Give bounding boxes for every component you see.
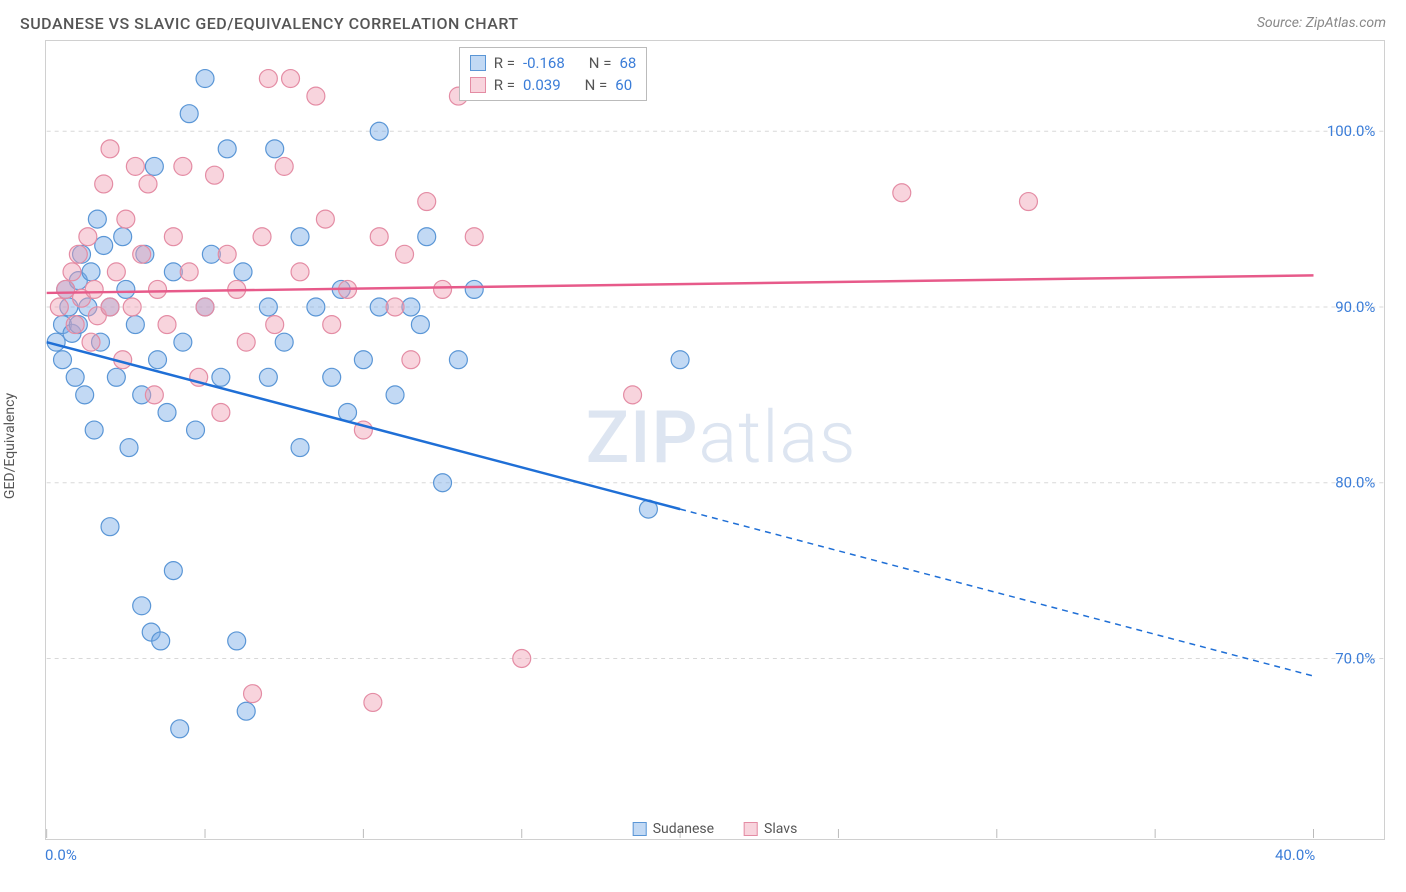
svg-text:70.0%: 70.0% xyxy=(1335,649,1375,667)
title-row: SUDANESE VS SLAVIC GED/EQUIVALENCY CORRE… xyxy=(20,8,1386,38)
source-label: Source: ZipAtlas.com xyxy=(1257,15,1386,31)
stat-r-label: R = xyxy=(494,76,515,94)
stat-n-label: N = xyxy=(585,76,608,94)
chart-container: SUDANESE VS SLAVIC GED/EQUIVALENCY CORRE… xyxy=(0,0,1406,892)
stat-n-label: N = xyxy=(589,54,612,72)
x-tick-label: 40.0% xyxy=(1275,846,1315,864)
stats-row: R = 0.039 N = 60 xyxy=(470,74,637,96)
stat-r-label: R = xyxy=(494,54,515,72)
svg-text:100.0%: 100.0% xyxy=(1327,122,1376,140)
y-axis-label: GED/Equivalency xyxy=(2,393,18,499)
stats-swatch xyxy=(470,55,486,71)
legend-item-slavs: Slavs xyxy=(744,821,797,837)
stat-n-value: 68 xyxy=(619,54,636,72)
legend-item-sudanese: Sudanese xyxy=(633,821,714,837)
x-tick-label: 0.0% xyxy=(45,846,77,864)
svg-text:80.0%: 80.0% xyxy=(1335,474,1375,492)
swatch-sudanese xyxy=(633,822,647,836)
stats-row: R = -0.168 N = 68 xyxy=(470,52,637,74)
stats-swatch xyxy=(470,77,486,93)
legend-bottom: Sudanese Slavs xyxy=(633,821,798,837)
stat-n-value: 60 xyxy=(615,76,632,94)
legend-label-slavs: Slavs xyxy=(764,821,797,837)
stat-r-value: 0.039 xyxy=(523,76,561,94)
plot-outer: 70.0%80.0%90.0%100.0% ZIPatlas R = -0.16… xyxy=(45,40,1385,840)
svg-text:90.0%: 90.0% xyxy=(1335,298,1375,316)
plot-svg: 70.0% 80.0% 90.0% 100.0% xyxy=(46,41,1384,839)
stats-box: R = -0.168 N = 68 R = 0.039 N = 60 xyxy=(459,47,648,101)
stat-r-value: -0.168 xyxy=(523,54,565,72)
legend-label-sudanese: Sudanese xyxy=(653,821,714,837)
swatch-slavs xyxy=(744,822,758,836)
chart-title: SUDANESE VS SLAVIC GED/EQUIVALENCY CORRE… xyxy=(20,14,519,33)
